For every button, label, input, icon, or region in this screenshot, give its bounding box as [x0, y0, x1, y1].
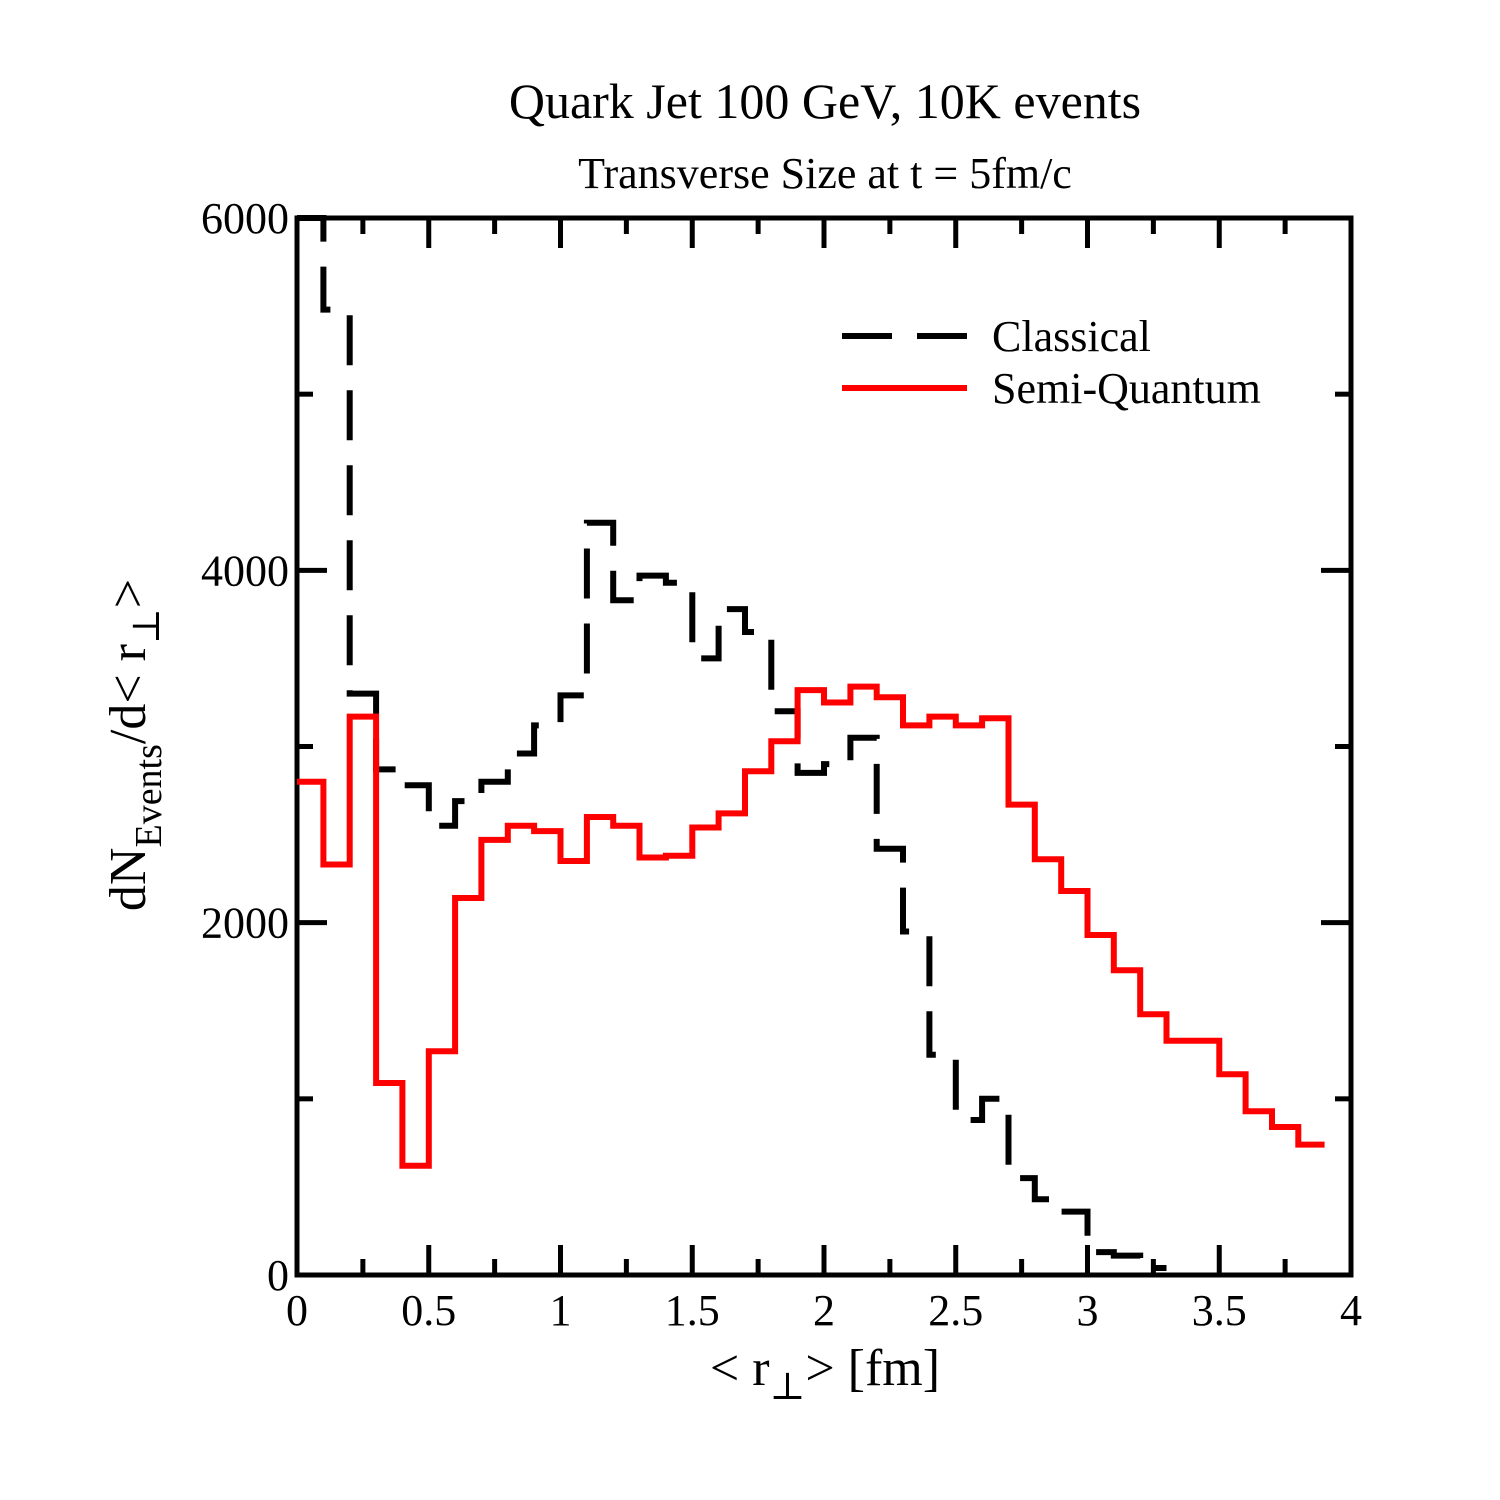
y-tick-label: 0 [267, 1251, 289, 1300]
series-line-classical [297, 215, 1167, 1271]
chart-title: Quark Jet 100 GeV, 10K events [509, 73, 1141, 129]
x-axis-label-sub: ⊥ [770, 1366, 806, 1408]
y-axis-label-sub: Events [128, 744, 170, 847]
x-tick-label: 1 [550, 1286, 572, 1335]
x-tick-label: 2 [813, 1286, 835, 1335]
series-line-semi-quantum [297, 683, 1325, 1169]
y-tick-label: 4000 [201, 546, 289, 595]
x-tick-label: 1.5 [665, 1286, 720, 1335]
axis-ticks [294, 215, 1354, 1278]
y-axis-label-sub2: ⊥ [126, 608, 168, 644]
x-tick-label: 0 [286, 1286, 308, 1335]
x-axis-label-pre: < r [710, 1340, 770, 1397]
tick-labels: 0 0.5 1 1.5 2 2.5 3 3.5 4 0 2000 4000 6000 [201, 194, 1362, 1335]
y-axis-label-post: > [100, 579, 157, 608]
x-tick-label: 3 [1077, 1286, 1099, 1335]
x-axis-label: < r⊥> [fm] [710, 1340, 940, 1408]
series-layer [297, 215, 1325, 1271]
y-tick-label: 2000 [201, 899, 289, 948]
y-tick-label: 6000 [201, 194, 289, 243]
y-axis-label-pre: dN [100, 848, 157, 912]
chart-subtitle: Transverse Size at t = 5fm/c [578, 149, 1072, 198]
x-tick-label: 0.5 [401, 1286, 456, 1335]
legend-label-classical: Classical [992, 312, 1151, 361]
y-axis-label: dNEvents/d< r⊥> [100, 579, 170, 911]
x-axis-label-post: > [fm] [805, 1340, 940, 1397]
legend-label-semi-quantum: Semi-Quantum [992, 364, 1261, 413]
legend: Classical Semi-Quantum [842, 312, 1261, 413]
x-tick-label: 3.5 [1192, 1286, 1247, 1335]
x-tick-label: 4 [1340, 1286, 1362, 1335]
x-tick-label: 2.5 [928, 1286, 983, 1335]
y-axis-label-mid: /d< r [100, 644, 157, 744]
